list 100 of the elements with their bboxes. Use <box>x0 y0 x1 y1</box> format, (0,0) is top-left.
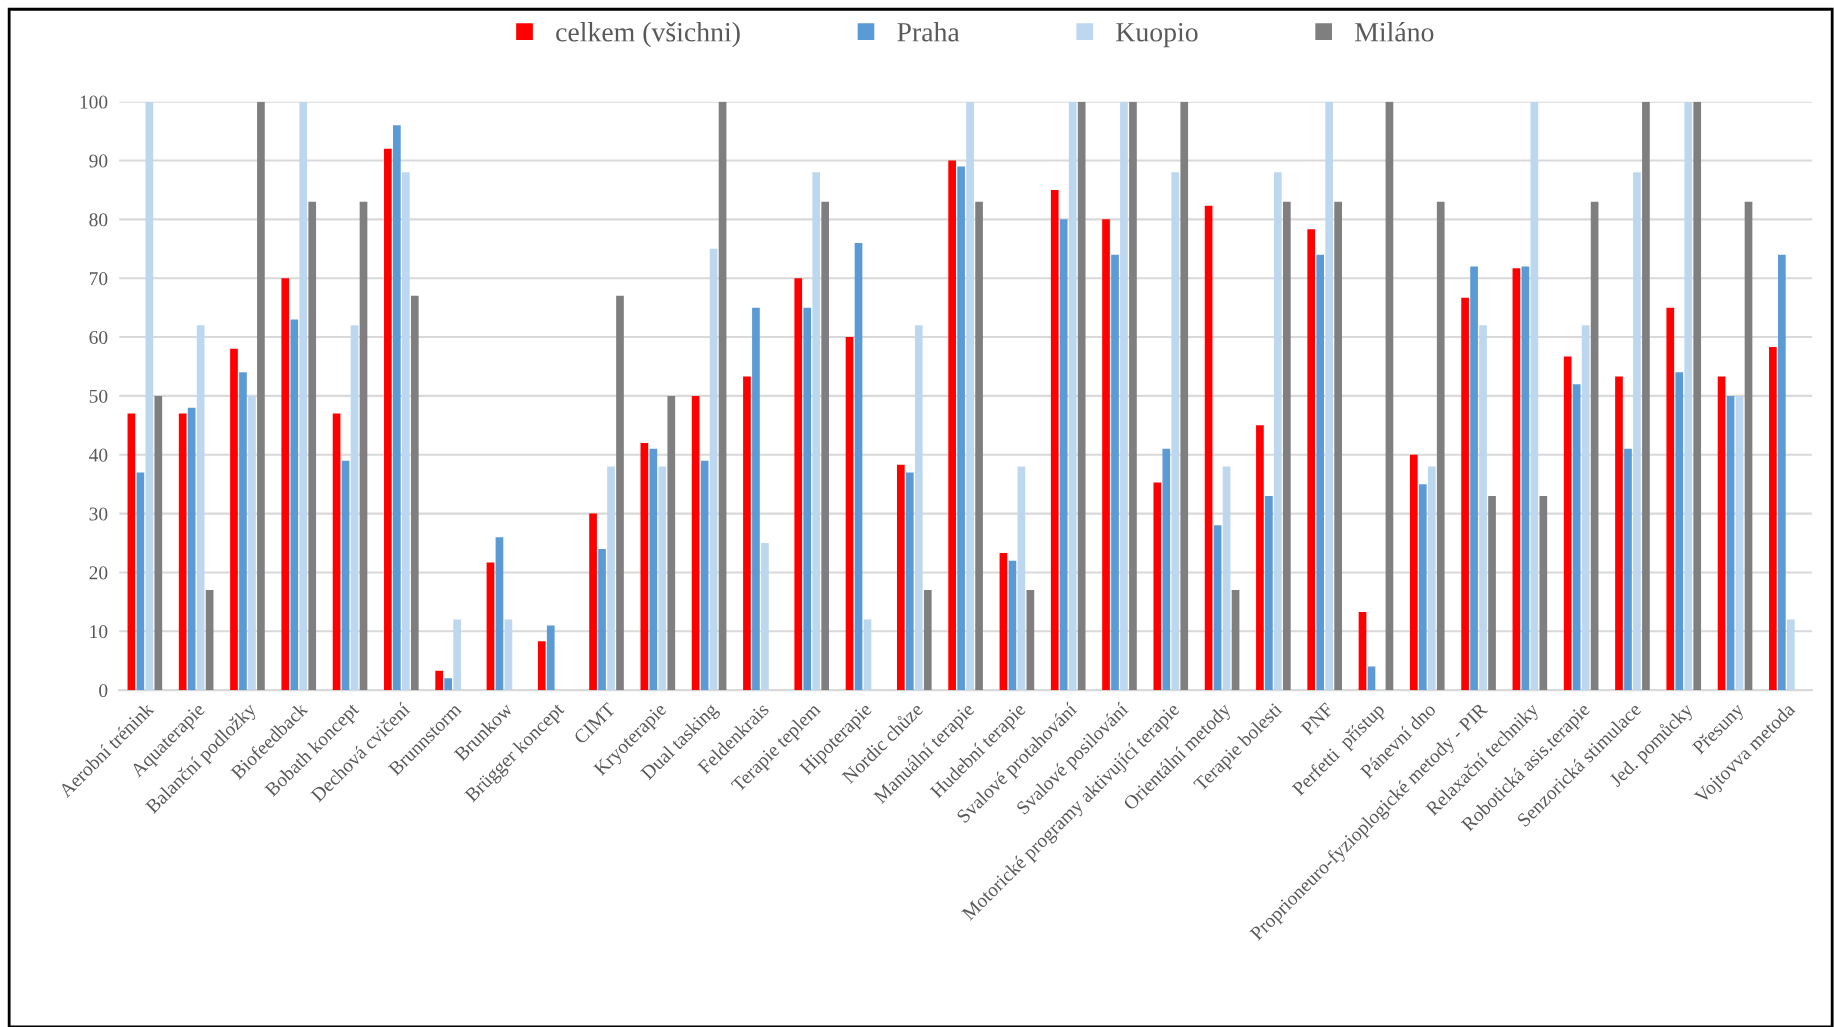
legend-label: Miláno <box>1355 22 1434 42</box>
bar <box>1162 448 1171 691</box>
bar <box>1563 356 1572 691</box>
bar <box>384 148 392 691</box>
bar <box>1427 466 1436 691</box>
bar <box>1530 101 1539 691</box>
bar <box>896 464 905 691</box>
bar <box>299 101 308 691</box>
bar <box>1675 372 1684 691</box>
bar <box>743 376 751 691</box>
bar <box>257 101 265 691</box>
bar <box>1786 619 1795 691</box>
bar <box>975 201 983 691</box>
bar <box>504 619 513 691</box>
bar <box>718 101 727 691</box>
bar <box>359 201 368 691</box>
bar <box>1231 590 1240 691</box>
y-tick-label: 30 <box>89 507 108 521</box>
bar <box>393 125 401 691</box>
bar <box>948 160 956 691</box>
y-tick-label: 0 <box>99 683 108 698</box>
bar <box>845 337 854 691</box>
bar <box>1666 307 1675 691</box>
bar <box>248 395 256 691</box>
bar <box>649 448 658 691</box>
bar <box>812 172 821 691</box>
bar <box>914 325 923 691</box>
bar <box>616 295 624 691</box>
bar <box>999 553 1008 691</box>
bar <box>1102 219 1110 691</box>
bar <box>1769 347 1777 691</box>
bar <box>281 278 290 691</box>
bar <box>957 166 965 691</box>
bar <box>1307 229 1316 691</box>
bar <box>435 670 444 691</box>
bar <box>1409 454 1418 691</box>
bar <box>1059 219 1068 691</box>
bar <box>1077 101 1086 691</box>
bar <box>341 460 350 691</box>
bar <box>863 619 872 691</box>
bar <box>691 395 700 691</box>
bar <box>1265 495 1273 691</box>
bar <box>1129 101 1137 691</box>
bar <box>1180 101 1189 691</box>
bar <box>794 278 803 691</box>
bar <box>230 348 238 691</box>
y-tick-label: 80 <box>89 213 108 227</box>
y-tick-label: 10 <box>90 625 108 639</box>
bar <box>821 201 830 691</box>
bar <box>1726 395 1735 691</box>
bar <box>1642 101 1650 691</box>
bar <box>1050 189 1059 691</box>
bar <box>803 307 812 691</box>
bar <box>1512 268 1521 691</box>
bar <box>1358 611 1367 691</box>
bar <box>537 641 546 691</box>
bar <box>1171 172 1180 691</box>
bar <box>1633 172 1641 691</box>
bar <box>1684 101 1693 691</box>
bar <box>854 242 863 691</box>
bar <box>1068 101 1077 691</box>
bar <box>966 101 974 691</box>
bar <box>1213 525 1222 691</box>
bar <box>1572 384 1581 691</box>
bar <box>1256 425 1264 691</box>
y-tick-label: 60 <box>89 330 108 344</box>
bar <box>290 319 299 691</box>
bar <box>1488 495 1496 691</box>
bar <box>196 325 205 691</box>
bar <box>752 307 760 691</box>
bar <box>700 460 709 691</box>
bar <box>1615 376 1623 691</box>
y-tick-label: 90 <box>89 154 108 168</box>
bar <box>239 372 247 691</box>
bar <box>1624 448 1632 691</box>
bar <box>546 625 555 691</box>
y-tick-label: 40 <box>89 448 108 462</box>
bar <box>486 562 495 691</box>
bar <box>1274 172 1282 691</box>
legend-label: Praha <box>897 22 960 42</box>
bar <box>178 413 187 691</box>
bar <box>444 678 452 691</box>
bar <box>332 413 341 691</box>
bar <box>154 395 163 691</box>
bar <box>905 472 914 691</box>
bar <box>187 407 196 691</box>
y-tick-label: 50 <box>89 389 108 403</box>
bar <box>495 537 504 691</box>
bar <box>1581 325 1590 691</box>
bar <box>145 101 154 691</box>
bar <box>1017 466 1026 691</box>
bar <box>1008 560 1017 691</box>
legend-label: Kuopio <box>1116 22 1198 48</box>
bar <box>1222 466 1231 691</box>
legend-label: celkem (všichni) <box>556 22 740 48</box>
bar <box>205 590 214 691</box>
bar <box>598 548 606 691</box>
bar <box>1735 395 1744 691</box>
bar <box>1334 201 1342 691</box>
bar <box>1204 205 1213 691</box>
